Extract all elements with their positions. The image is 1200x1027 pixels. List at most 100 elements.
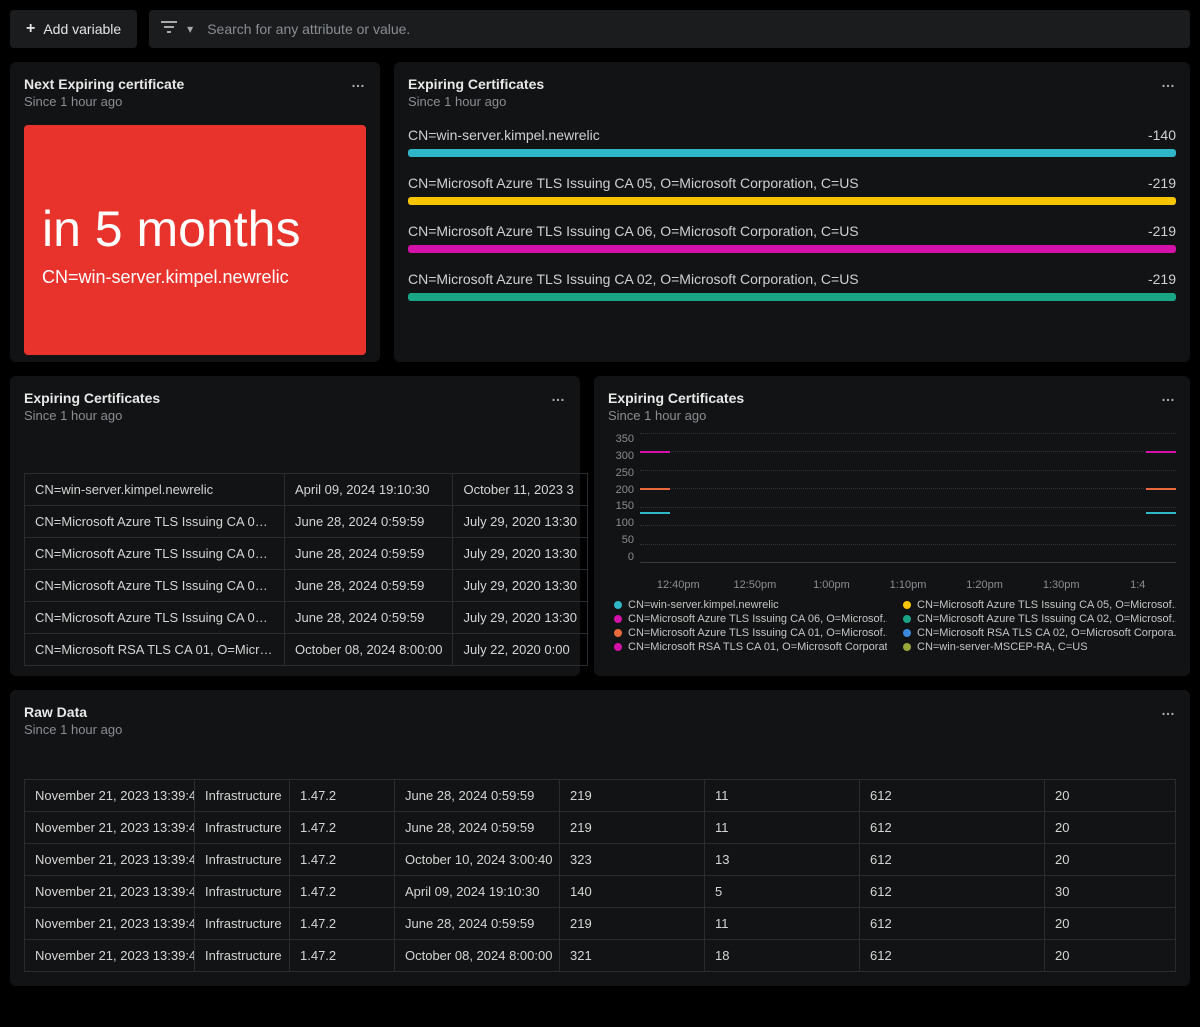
- table-cell: July 29, 2020 13:30: [453, 506, 587, 538]
- table-cell: October 08, 2024 8:00:00: [395, 940, 560, 972]
- table-cell: 1.47.2: [290, 876, 395, 908]
- chevron-down-icon[interactable]: ▾: [187, 22, 193, 36]
- add-variable-button[interactable]: + Add variable: [10, 10, 137, 48]
- bar-track: [408, 293, 1176, 301]
- bar-track: [408, 197, 1176, 205]
- panel-menu-button[interactable]: …: [1161, 388, 1176, 404]
- table-cell: 20: [1045, 908, 1176, 940]
- bar-label: CN=Microsoft Azure TLS Issuing CA 06, O=…: [408, 223, 859, 239]
- table-cell: 612: [860, 844, 1045, 876]
- panel-raw-data: Raw Data Since 1 hour ago … November 21,…: [10, 690, 1190, 986]
- bar-value: -219: [1148, 271, 1176, 287]
- table-row[interactable]: CN=Microsoft Azure TLS Issuing CA 01, O=…: [25, 506, 588, 538]
- cert-table: CN=win-server.kimpel.newrelicApril 09, 2…: [24, 473, 588, 666]
- table-cell: 219: [560, 908, 705, 940]
- table-cell: 612: [860, 908, 1045, 940]
- chart-segment: [640, 488, 670, 490]
- table-cell: 13: [705, 844, 860, 876]
- table-cell: July 29, 2020 13:30: [453, 570, 587, 602]
- table-cell: Infrastructure: [195, 844, 290, 876]
- table-cell: 5: [705, 876, 860, 908]
- chart-segment: [1146, 451, 1176, 453]
- table-cell: 11: [705, 812, 860, 844]
- legend-item[interactable]: CN=win-server.kimpel.newrelic: [614, 599, 887, 611]
- filter-icon: [161, 21, 177, 37]
- raw-data-table: November 21, 2023 13:39:49Infrastructure…: [24, 779, 1176, 972]
- table-row[interactable]: November 21, 2023 13:39:49Infrastructure…: [25, 844, 1176, 876]
- bar-row: CN=win-server.kimpel.newrelic -140: [408, 127, 1176, 157]
- table-cell: 1.47.2: [290, 940, 395, 972]
- table-cell: 612: [860, 876, 1045, 908]
- table-cell: October 11, 2023 3: [453, 474, 587, 506]
- table-cell: CN=win-server.kimpel.newrelic: [25, 474, 285, 506]
- legend-item[interactable]: CN=Microsoft RSA TLS CA 02, O=Microsoft …: [903, 627, 1176, 639]
- chart-segment: [640, 512, 670, 514]
- table-cell: 323: [560, 844, 705, 876]
- top-bar: + Add variable ▾: [10, 10, 1190, 48]
- bar-track: [408, 245, 1176, 253]
- panel-table: Expiring Certificates Since 1 hour ago ……: [10, 376, 580, 676]
- table-row[interactable]: November 21, 2023 13:39:49Infrastructure…: [25, 780, 1176, 812]
- alert-card: in 5 months CN=win-server.kimpel.newreli…: [24, 125, 366, 355]
- panel-title: Expiring Certificates: [408, 76, 1176, 92]
- plus-icon: +: [26, 20, 35, 38]
- table-cell: June 28, 2024 0:59:59: [395, 812, 560, 844]
- table-row[interactable]: CN=Microsoft Azure TLS Issuing CA 06, O=…: [25, 602, 588, 634]
- legend-item[interactable]: CN=Microsoft Azure TLS Issuing CA 05, O=…: [903, 599, 1176, 611]
- panel-bars: Expiring Certificates Since 1 hour ago ……: [394, 62, 1190, 362]
- alert-headline: in 5 months: [42, 202, 348, 257]
- table-cell: Infrastructure: [195, 876, 290, 908]
- search-input[interactable]: [203, 11, 1178, 47]
- legend-label: CN=Microsoft Azure TLS Issuing CA 06, O=…: [628, 613, 887, 625]
- table-cell: 11: [705, 780, 860, 812]
- panel-subtitle: Since 1 hour ago: [24, 94, 366, 109]
- legend-item[interactable]: CN=Microsoft RSA TLS CA 01, O=Microsoft …: [614, 641, 887, 653]
- table-cell: November 21, 2023 13:39:49: [25, 940, 195, 972]
- table-cell: 11: [705, 908, 860, 940]
- table-cell: June 28, 2024 0:59:59: [285, 570, 453, 602]
- table-row[interactable]: November 21, 2023 13:39:49Infrastructure…: [25, 908, 1176, 940]
- table-cell: 20: [1045, 940, 1176, 972]
- table-cell: July 29, 2020 13:30: [453, 538, 587, 570]
- table-row[interactable]: November 21, 2023 13:39:49Infrastructure…: [25, 876, 1176, 908]
- table-cell: November 21, 2023 13:39:49: [25, 844, 195, 876]
- add-variable-label: Add variable: [43, 21, 121, 37]
- bar-label: CN=Microsoft Azure TLS Issuing CA 05, O=…: [408, 175, 859, 191]
- legend-item[interactable]: CN=win-server-MSCEP-RA, C=US: [903, 641, 1176, 653]
- table-cell: November 21, 2023 13:39:49: [25, 812, 195, 844]
- chart: 350300250200150100500: [608, 433, 1176, 573]
- legend-swatch: [614, 615, 622, 623]
- table-row[interactable]: November 21, 2023 13:39:49Infrastructure…: [25, 812, 1176, 844]
- table-cell: June 28, 2024 0:59:59: [395, 908, 560, 940]
- search-bar[interactable]: ▾: [149, 10, 1190, 48]
- table-row[interactable]: CN=Microsoft RSA TLS CA 01, O=Microsoft …: [25, 634, 588, 666]
- table-row[interactable]: November 21, 2023 13:39:49Infrastructure…: [25, 940, 1176, 972]
- table-row[interactable]: CN=Microsoft Azure TLS Issuing CA 05, O=…: [25, 570, 588, 602]
- panel-subtitle: Since 1 hour ago: [608, 408, 1176, 423]
- chart-segment: [640, 451, 670, 453]
- table-cell: 1.47.2: [290, 780, 395, 812]
- table-cell: 20: [1045, 780, 1176, 812]
- bar-value: -219: [1148, 175, 1176, 191]
- legend-item[interactable]: CN=Microsoft Azure TLS Issuing CA 06, O=…: [614, 613, 887, 625]
- bar-value: -140: [1148, 127, 1176, 143]
- table-cell: 30: [1045, 876, 1176, 908]
- panel-menu-button[interactable]: …: [351, 74, 366, 90]
- table-row[interactable]: CN=Microsoft Azure TLS Issuing CA 02, O=…: [25, 538, 588, 570]
- panel-menu-button[interactable]: …: [1161, 74, 1176, 90]
- legend-item[interactable]: CN=Microsoft Azure TLS Issuing CA 02, O=…: [903, 613, 1176, 625]
- table-row[interactable]: CN=win-server.kimpel.newrelicApril 09, 2…: [25, 474, 588, 506]
- table-cell: 140: [560, 876, 705, 908]
- legend-swatch: [903, 643, 911, 651]
- panel-menu-button[interactable]: …: [1161, 702, 1176, 718]
- bar-track: [408, 149, 1176, 157]
- bar-label: CN=win-server.kimpel.newrelic: [408, 127, 600, 143]
- table-cell: Infrastructure: [195, 908, 290, 940]
- table-cell: June 28, 2024 0:59:59: [285, 538, 453, 570]
- bar-value: -219: [1148, 223, 1176, 239]
- alert-cn: CN=win-server.kimpel.newrelic: [42, 267, 348, 288]
- legend-item[interactable]: CN=Microsoft Azure TLS Issuing CA 01, O=…: [614, 627, 887, 639]
- legend-label: CN=Microsoft RSA TLS CA 01, O=Microsoft …: [628, 641, 887, 653]
- table-cell: 612: [860, 812, 1045, 844]
- panel-menu-button[interactable]: …: [551, 388, 566, 404]
